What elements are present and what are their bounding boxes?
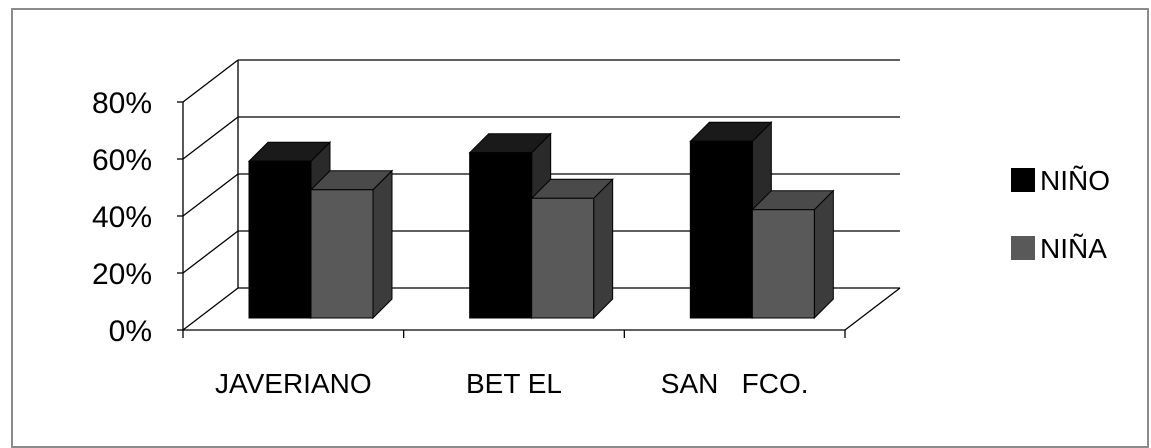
y-tick-label: 0% [109,315,152,348]
category-group: BET EL [466,132,614,399]
bar-side [372,169,393,320]
legend-label: NIÑA [1040,233,1107,264]
bar-side [593,178,614,320]
legend-item: NIÑA [1011,233,1107,264]
y-tick-label: 40% [92,201,152,234]
bar-front [310,189,374,319]
grid-diagonal [182,173,239,217]
bar-front [248,160,312,319]
floor-edge [844,287,901,331]
y-tick-label: 60% [92,144,152,177]
x-category-label: SAN FCO. [661,368,809,399]
grid-diagonal [182,230,239,274]
y-tick-label: 80% [92,87,152,120]
legend-swatch [1011,236,1035,260]
legend-label: NIÑO [1040,165,1110,196]
bar-chart-3d: 0% 20% 40% 60% 80% JAVERIANO BET EL SAN FCO. NIÑ… [92,59,1110,399]
category-group: JAVERIANO [215,141,394,399]
bar-front [689,140,753,319]
grid-diagonal [182,287,239,331]
legend-swatch [1011,168,1035,192]
bar-front [531,197,595,319]
grid-diagonal [182,116,239,160]
x-category-label: BET EL [466,368,562,399]
grid-diagonal [182,59,239,103]
x-category-label: JAVERIANO [215,368,372,399]
y-tick-label: 20% [92,258,152,291]
bar-side [813,189,834,320]
legend-item: NIÑO [1011,165,1110,196]
bar-front [469,152,533,319]
bar-nina [751,189,835,320]
bar-nina [309,169,394,320]
bar-front [751,209,815,319]
legend: NIÑO NIÑA [1011,165,1110,264]
bar-nina [530,178,614,320]
category-group: SAN FCO. [661,121,835,399]
